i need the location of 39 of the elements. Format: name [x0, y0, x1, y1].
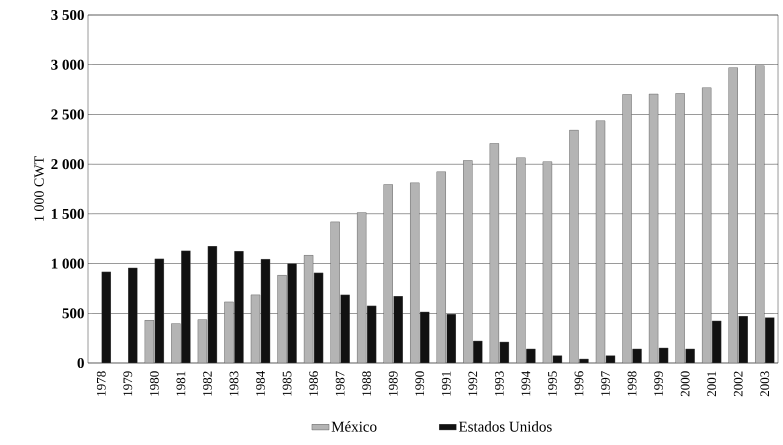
x-tick-label: 1984 [256, 370, 265, 396]
x-tick-label: 1997 [601, 371, 610, 396]
bar [102, 272, 111, 363]
y-axis-title: 1 000 CWT [34, 156, 44, 221]
x-tick-label: 1991 [442, 372, 451, 396]
x-tick-label: 1986 [309, 371, 318, 396]
legend-label: Estados Unidos [458, 421, 552, 432]
x-tick-label: 1999 [654, 371, 663, 396]
x-tick-label: 1995 [548, 371, 557, 396]
x-tick-label: 1993 [494, 371, 504, 396]
y-tick-label: 500 [62, 308, 84, 318]
x-tick-label: 2003 [760, 371, 770, 396]
x-tick-label: 1979 [123, 371, 132, 396]
x-tick-label: 1988 [362, 371, 372, 396]
legend-label: México [332, 421, 376, 432]
y-tick-label: 2 000 [51, 159, 84, 170]
y-tick-label: 3 000 [51, 60, 84, 70]
x-tick-label: 2002 [734, 372, 743, 396]
x-tick-label: 1989 [388, 371, 398, 396]
x-tick-label: 1982 [203, 372, 212, 396]
y-tick-label: 1 000 [52, 258, 84, 269]
y-tick-label: 0 [78, 358, 84, 368]
x-tick-label: 1990 [415, 371, 424, 396]
x-tick-label: 2001 [707, 372, 716, 396]
bar [128, 268, 138, 363]
x-tick-label: 1994 [522, 370, 530, 396]
x-tick-label: 1992 [468, 372, 478, 396]
y-tick-label: 2 500 [51, 109, 84, 120]
x-tick-label: 1996 [574, 371, 584, 396]
x-tick-label: 1983 [230, 371, 238, 396]
x-tick-label: 1985 [282, 371, 292, 396]
x-tick-label: 1980 [150, 371, 159, 396]
x-tick-label: 1978 [96, 371, 106, 396]
x-tick-label: 1987 [336, 371, 345, 396]
x-tick-label: 1981 [176, 372, 186, 396]
y-tick-label: 3 500 [51, 10, 84, 20]
x-tick-label: 1998 [628, 371, 636, 396]
x-tick-label: 2000 [680, 371, 690, 396]
y-tick-label: 1 500 [52, 208, 84, 219]
